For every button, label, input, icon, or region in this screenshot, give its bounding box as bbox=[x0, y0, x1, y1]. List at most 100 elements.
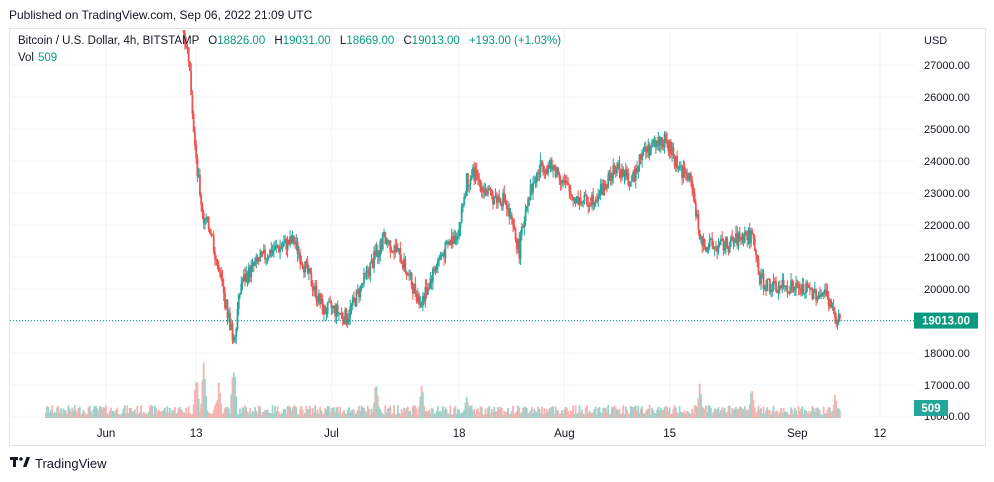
volume-bar bbox=[790, 407, 792, 418]
volume-bar bbox=[235, 396, 238, 418]
candle-body bbox=[632, 171, 635, 176]
candle-body bbox=[626, 169, 628, 173]
candle-body bbox=[608, 172, 611, 175]
candle-body bbox=[489, 188, 492, 190]
candle-body bbox=[534, 182, 537, 184]
candle-body bbox=[694, 203, 697, 217]
volume-bar bbox=[696, 406, 699, 418]
volume-bar bbox=[708, 405, 711, 418]
volume-bar bbox=[310, 414, 313, 418]
volume-bar bbox=[131, 411, 134, 418]
volume-bar bbox=[341, 412, 344, 418]
volume-bar bbox=[284, 408, 286, 418]
volume-bar bbox=[528, 412, 531, 418]
x-tick-label: 18 bbox=[453, 428, 466, 440]
candle-body bbox=[589, 205, 592, 207]
candle-body bbox=[817, 294, 820, 298]
volume-bar bbox=[688, 413, 691, 418]
candle-body bbox=[622, 168, 625, 177]
candle-body bbox=[503, 193, 506, 202]
candle-body bbox=[380, 240, 383, 249]
footer: TradingView bbox=[10, 456, 107, 471]
volume-bar bbox=[602, 407, 605, 418]
candle-body bbox=[548, 164, 551, 169]
volume-bar bbox=[550, 406, 553, 418]
candle-body bbox=[257, 260, 260, 262]
candle-body bbox=[200, 194, 203, 205]
candle-body bbox=[832, 306, 835, 312]
volume-bar bbox=[535, 412, 538, 418]
volume-bar bbox=[386, 408, 389, 418]
volume-bar bbox=[479, 406, 482, 418]
volume-bar bbox=[820, 414, 823, 418]
volume-bar bbox=[700, 394, 702, 418]
volume-bar bbox=[829, 407, 831, 418]
volume-bar bbox=[775, 410, 777, 418]
volume-bar bbox=[726, 412, 729, 418]
volume-bar bbox=[683, 410, 686, 418]
close-label: C bbox=[403, 35, 412, 47]
volume-bar bbox=[351, 409, 354, 418]
candle-body bbox=[720, 238, 722, 242]
volume-bar bbox=[763, 413, 766, 418]
volume-bar bbox=[836, 408, 839, 418]
volume-bar bbox=[65, 410, 67, 418]
volume-bar bbox=[167, 412, 170, 418]
candle-body bbox=[547, 164, 550, 174]
candle-body bbox=[271, 250, 274, 255]
volume-bar bbox=[421, 392, 424, 418]
volume-bar bbox=[624, 406, 627, 418]
volume-bar bbox=[404, 410, 407, 418]
volume-bar bbox=[523, 406, 526, 418]
y-tick-label: 24000.00 bbox=[924, 156, 970, 168]
candle-body bbox=[810, 288, 813, 290]
candle-body bbox=[386, 240, 389, 244]
volume-bar bbox=[692, 413, 695, 418]
volume-bar bbox=[781, 413, 784, 418]
candle-body bbox=[599, 184, 602, 195]
volume-bar bbox=[320, 410, 323, 418]
candle-body bbox=[726, 237, 729, 248]
candle-body bbox=[771, 289, 774, 291]
candle-body bbox=[688, 173, 691, 179]
candle-body bbox=[638, 154, 641, 166]
candle-body bbox=[634, 168, 637, 181]
volume-bar bbox=[673, 405, 676, 418]
volume-bar bbox=[202, 362, 205, 418]
candle-body bbox=[449, 241, 452, 245]
volume-bar bbox=[318, 414, 320, 418]
candle-body bbox=[617, 163, 620, 168]
candle-body bbox=[652, 140, 655, 143]
candle-body bbox=[822, 293, 825, 295]
chart-frame[interactable] bbox=[9, 28, 986, 446]
volume-bar bbox=[175, 414, 178, 418]
candle-body bbox=[574, 198, 577, 204]
volume-bar bbox=[647, 408, 650, 418]
candle-body bbox=[662, 143, 665, 148]
candle-body bbox=[831, 306, 834, 308]
volume-bar bbox=[266, 409, 269, 418]
volume-bar bbox=[286, 406, 289, 418]
volume-bar bbox=[221, 414, 224, 418]
candle-body bbox=[292, 235, 295, 244]
volume-bar bbox=[391, 413, 394, 418]
volume-bar bbox=[87, 407, 90, 418]
candle-body bbox=[393, 251, 395, 253]
volume-bar bbox=[746, 409, 749, 418]
volume-bar bbox=[49, 410, 52, 418]
candle-body bbox=[375, 250, 378, 256]
candle-body bbox=[712, 245, 715, 249]
candle-body bbox=[204, 219, 206, 224]
candle-body bbox=[363, 272, 365, 284]
grid-lines bbox=[10, 29, 914, 418]
candle-body bbox=[825, 289, 828, 291]
close-value: 19013.00 bbox=[411, 35, 460, 47]
candle-body bbox=[215, 258, 218, 261]
candle-body bbox=[319, 293, 322, 304]
volume-bar bbox=[178, 407, 181, 418]
candle-body bbox=[498, 196, 501, 199]
volume-bar bbox=[464, 402, 467, 418]
candle-body bbox=[524, 209, 527, 222]
candle-body bbox=[391, 251, 394, 253]
